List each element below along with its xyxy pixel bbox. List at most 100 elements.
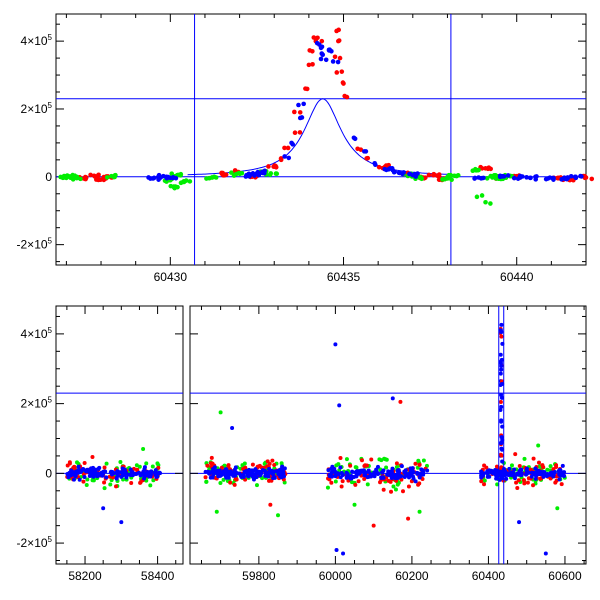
top-frame (55, 13, 587, 266)
blue-point (332, 466, 337, 471)
blue-point (390, 396, 395, 401)
blue-point (354, 469, 359, 474)
blue-point (361, 468, 366, 473)
flare-point (499, 395, 504, 400)
green-point (419, 176, 424, 182)
blue-point (350, 469, 355, 474)
red-point (348, 463, 353, 468)
blue-point (327, 474, 332, 479)
blue-point (392, 473, 397, 478)
blue-point (557, 477, 562, 482)
red-point (266, 164, 271, 169)
red-point (359, 458, 364, 463)
blue-point (239, 475, 244, 480)
blue-point (330, 59, 336, 64)
flare-point (499, 453, 504, 458)
blue-point (164, 175, 170, 181)
blue-point (415, 171, 420, 176)
blue-point (297, 115, 303, 121)
green-point (218, 481, 223, 486)
red-point (522, 481, 527, 486)
green-point (164, 179, 169, 184)
blue-point (395, 474, 400, 479)
red-point (339, 69, 345, 74)
red-point (389, 489, 394, 494)
green-point (548, 464, 553, 469)
red-point (559, 482, 564, 487)
red-point (553, 480, 558, 485)
blue-point (512, 467, 517, 472)
green-point (214, 509, 219, 514)
blue-point (206, 469, 211, 474)
blue-point (158, 471, 163, 476)
blue-point (119, 520, 124, 525)
blue-point (141, 469, 146, 474)
green-point (416, 458, 421, 463)
green-point (112, 174, 117, 180)
green-point (229, 170, 234, 175)
blue-point (472, 175, 478, 181)
blue-point (271, 476, 276, 481)
green-point (108, 482, 113, 487)
blue-point (504, 476, 509, 481)
blue-point (543, 472, 548, 477)
x-tick-label: 60435 (327, 270, 361, 284)
flare-point (498, 352, 503, 357)
green-point (483, 199, 488, 205)
blue-point (420, 468, 425, 473)
blue-point (100, 473, 105, 478)
red-point (97, 177, 103, 183)
blue-point (78, 469, 83, 474)
blue-point (531, 472, 536, 477)
red-point (339, 484, 344, 489)
blue-point (517, 173, 523, 179)
blue-point (409, 466, 414, 471)
blue-point (277, 468, 282, 473)
green-point (415, 465, 420, 470)
blue-point (77, 477, 82, 482)
red-point (371, 523, 376, 528)
blue-point (493, 468, 498, 473)
red-point (319, 38, 325, 44)
blue-point (213, 470, 218, 475)
red-point (554, 465, 559, 470)
blue-point (543, 551, 548, 556)
green-point (474, 194, 480, 200)
green-point (155, 461, 160, 466)
blue-point (101, 506, 106, 511)
flare-point (499, 322, 504, 327)
blue-point (333, 342, 338, 347)
blue-point (128, 467, 133, 472)
green-point (221, 477, 226, 482)
green-point (555, 506, 560, 511)
green-point (479, 193, 485, 198)
blue-point (245, 469, 250, 474)
blue-point (266, 474, 271, 479)
red-point (310, 62, 315, 67)
blue-point (122, 472, 127, 477)
blue-point (119, 474, 124, 479)
green-point (488, 201, 493, 206)
blue-point (252, 173, 257, 178)
red-point (417, 481, 422, 486)
blue-point (337, 403, 342, 408)
green-point (169, 171, 175, 176)
red-point (270, 458, 275, 463)
y-tick-label: 4×105 (21, 326, 53, 341)
blue-point (134, 471, 139, 476)
red-point (336, 38, 342, 43)
blue-point (230, 426, 235, 431)
blue-point (478, 176, 484, 181)
red-point (282, 145, 287, 151)
red-point (205, 463, 210, 468)
red-point (398, 399, 403, 404)
blue-point (391, 169, 397, 175)
red-point (353, 482, 358, 487)
flare-point (499, 363, 504, 368)
blue-point (329, 470, 334, 475)
y-tick-label: 4×105 (21, 33, 53, 48)
blue-point (338, 465, 343, 470)
blue-point (252, 473, 257, 478)
green-point (137, 464, 142, 469)
green-point (104, 461, 109, 466)
